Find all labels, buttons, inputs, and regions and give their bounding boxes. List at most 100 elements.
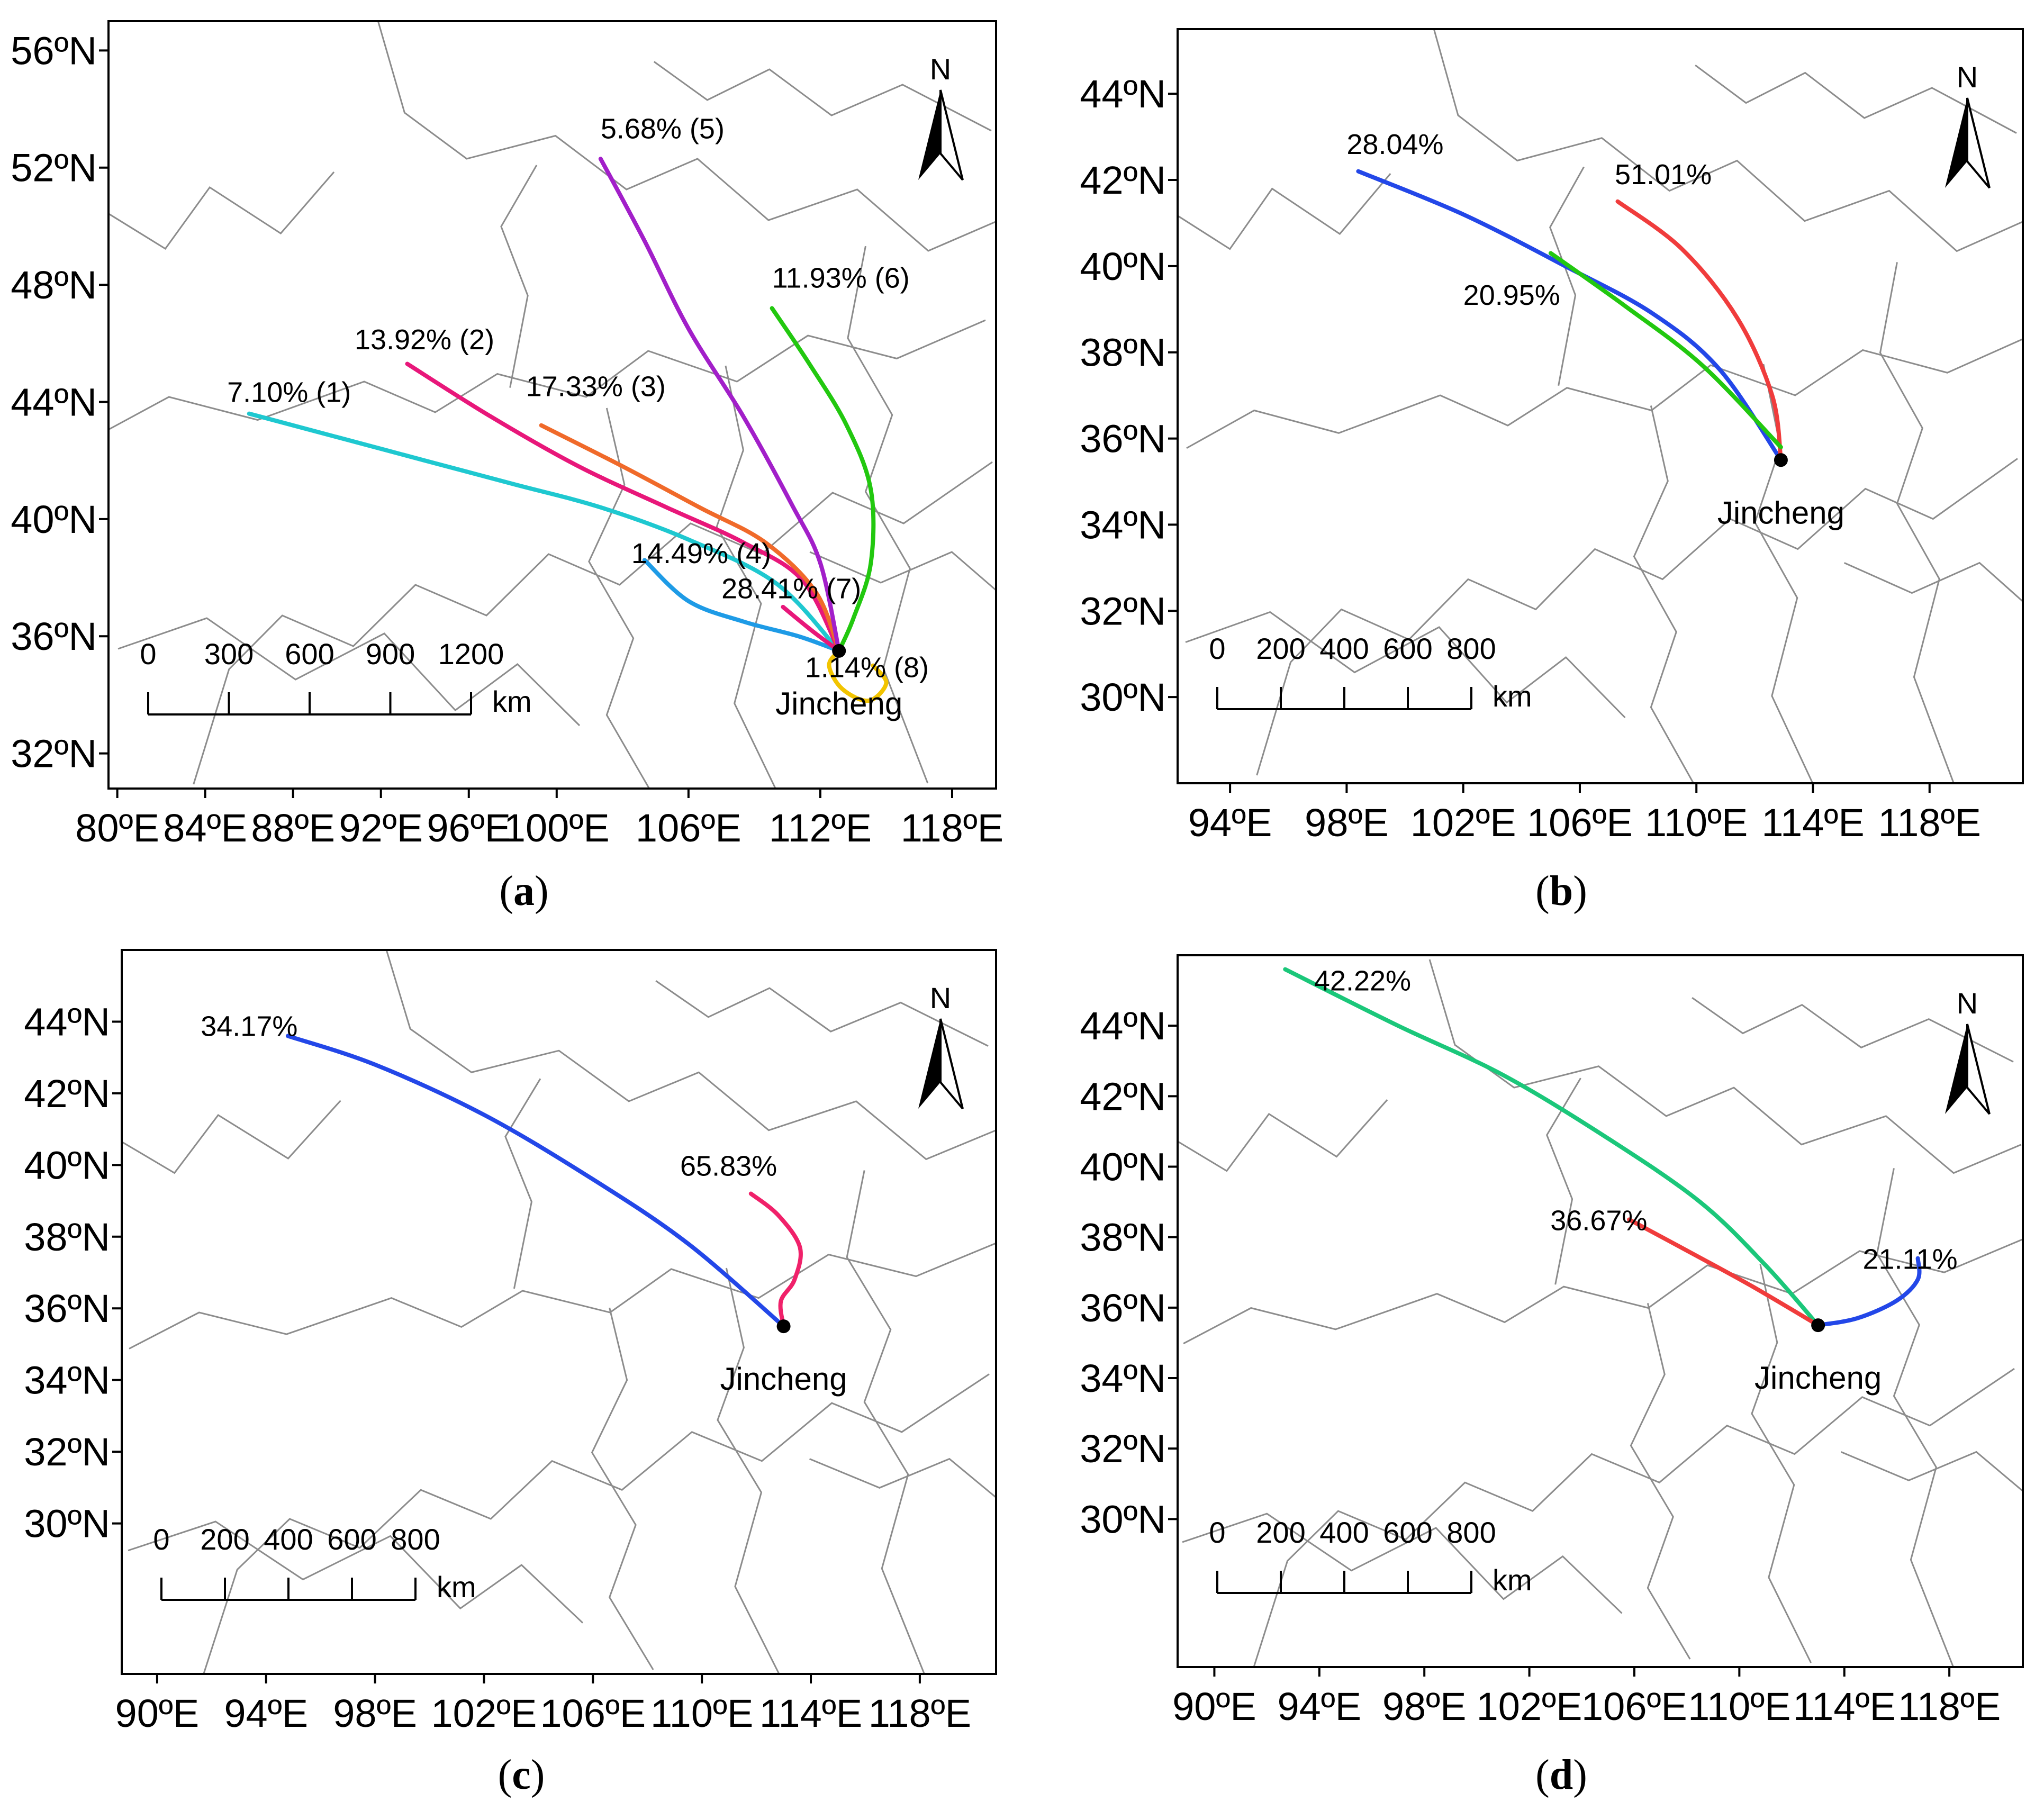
- trajectory-line: [1627, 1217, 1821, 1328]
- province-boundary: [500, 165, 538, 388]
- province-boundary: [847, 246, 929, 784]
- province-boundary: [588, 408, 650, 789]
- province-boundary: [108, 319, 986, 431]
- north-label: N: [930, 52, 951, 86]
- trajectory-percent-label: 36.67%: [1550, 1205, 1647, 1236]
- trajectories: [247, 157, 889, 703]
- scale-bar-label: 600: [1383, 632, 1432, 665]
- province-boundary: [1751, 1264, 1812, 1663]
- trajectory-line: [770, 306, 876, 653]
- province-boundary: [1549, 166, 1585, 386]
- y-axis: 32ºN 36ºN 40ºN 44ºN 48ºN 52ºN 56ºN: [11, 29, 108, 776]
- province-boundary: [809, 551, 996, 592]
- north-arrow-left-half: [1945, 98, 1967, 188]
- map-frame: [121, 949, 997, 1675]
- x-tick-label: 110ºE: [650, 1691, 753, 1735]
- scale-bar-label: 900: [366, 637, 415, 671]
- x-tick-label: 118ºE: [1898, 1685, 2001, 1728]
- trajectory-line: [1548, 251, 1783, 449]
- y-tick-label: 34ºN: [1080, 1356, 1166, 1400]
- x-tick-label: 80ºE: [75, 806, 159, 850]
- y-axis: 30ºN 32ºN 34ºN 36ºN 38ºN 40ºN 42ºN 44ºN: [24, 1000, 122, 1546]
- trajectory-percent-label: 21.11%: [1862, 1244, 1957, 1275]
- province-boundary: [1183, 1238, 2023, 1345]
- x-tick-label: 100ºE: [504, 806, 610, 850]
- province-boundary: [129, 1242, 996, 1350]
- trajectory-percent-label: 1.14% (8): [805, 652, 929, 684]
- scale-bar-label: 0: [1209, 1516, 1225, 1549]
- scale-bar-label: 800: [391, 1523, 440, 1556]
- trajectory-line: [748, 1191, 803, 1329]
- y-tick-label: 42ºN: [1080, 1074, 1166, 1118]
- map-panel-c: 90ºE 94ºE 98ºE 102ºE 106ºE 110ºE 114ºE 118ºE 30º…: [24, 949, 997, 1798]
- x-tick-label: 102ºE: [1477, 1685, 1582, 1728]
- y-tick-label: 48ºN: [11, 263, 97, 307]
- province-boundary: [1844, 562, 2023, 603]
- province-boundary: [203, 1373, 990, 1674]
- trajectory-percent-label: 28.41% (7): [721, 573, 861, 604]
- trajectory-line: [405, 361, 842, 653]
- scale-bar-label: 400: [1319, 1516, 1369, 1549]
- scale-bar-label: 200: [200, 1523, 249, 1556]
- scale-bar-label: 600: [327, 1523, 376, 1556]
- x-tick-label: 92ºE: [339, 806, 423, 850]
- map-panel-b: 94ºE 98ºE 102ºE 106ºE 110ºE 114ºE 118ºE 30ºN 32º…: [1080, 28, 2024, 914]
- trajectory-line: [247, 411, 842, 653]
- trajectory-percent-label: 7.10% (1): [227, 376, 351, 408]
- x-tick-label: 106ºE: [540, 1691, 646, 1735]
- province-boundary: [653, 61, 992, 132]
- y-tick-label: 36ºN: [24, 1287, 110, 1330]
- x-tick-label: 118ºE: [1878, 801, 1981, 845]
- city-label: Jincheng: [775, 686, 902, 721]
- scale-bar-label: 200: [1256, 632, 1305, 665]
- province-boundary: [122, 1100, 341, 1174]
- scale-bar-label: 600: [285, 637, 334, 671]
- trajectory-percent-label: 34.17%: [201, 1011, 297, 1043]
- scale-bar-unit: km: [1493, 680, 1532, 713]
- trajectory-line: [285, 1034, 786, 1329]
- trajectory-percent-label: 28.04%: [1346, 129, 1443, 160]
- scale-bar-label: 600: [1383, 1516, 1432, 1549]
- y-tick-label: 38ºN: [1080, 331, 1166, 375]
- scale-bar-label: 200: [1256, 1516, 1305, 1549]
- city-label: Jincheng: [1717, 495, 1844, 530]
- y-tick-label: 38ºN: [1080, 1216, 1166, 1260]
- y-tick-label: 44ºN: [1080, 1004, 1166, 1048]
- province-boundary: [504, 1078, 541, 1289]
- map-frame: [1177, 954, 2024, 1668]
- y-tick-label: 56ºN: [11, 29, 97, 73]
- y-tick-label: 40ºN: [11, 497, 97, 541]
- scale-bar-unit: km: [1493, 1563, 1532, 1597]
- province-boundary: [1186, 338, 2023, 449]
- province-boundary: [1178, 173, 1391, 250]
- y-tick-label: 30ºN: [24, 1502, 110, 1546]
- y-tick-label: 36ºN: [1080, 1286, 1166, 1330]
- trajectory-percent-label: 65.83%: [680, 1151, 777, 1182]
- y-tick-label: 40ºN: [1080, 245, 1166, 288]
- y-tick-label: 34ºN: [1080, 503, 1166, 547]
- y-tick-label: 32ºN: [11, 732, 97, 776]
- boundary-lines: [122, 950, 996, 1674]
- x-tick-label: 112ºE: [769, 806, 872, 850]
- province-boundary: [128, 1520, 584, 1624]
- trajectory-percent-label: 51.01%: [1615, 159, 1712, 191]
- province-boundary: [1876, 1168, 1954, 1667]
- trajectory-line: [781, 604, 842, 653]
- y-tick-label: 34ºN: [24, 1359, 110, 1402]
- panel-caption: (b): [1535, 868, 1587, 914]
- north-arrow-left-half: [918, 90, 940, 180]
- trajectory-percent-label: 5.68% (5): [601, 113, 725, 144]
- y-tick-label: 36ºN: [1080, 417, 1166, 461]
- province-boundary: [1546, 1077, 1581, 1285]
- province-boundary: [1841, 1451, 2023, 1492]
- trajectory-line: [1816, 1256, 1922, 1328]
- province-boundary: [717, 1267, 780, 1674]
- x-tick-label: 98ºE: [1382, 1685, 1467, 1728]
- x-tick-label: 114ºE: [759, 1691, 862, 1735]
- scale-bar-label: 1200: [438, 637, 504, 671]
- province-boundary: [846, 1170, 926, 1674]
- trajectory-percent-label: 11.93% (6): [772, 262, 910, 294]
